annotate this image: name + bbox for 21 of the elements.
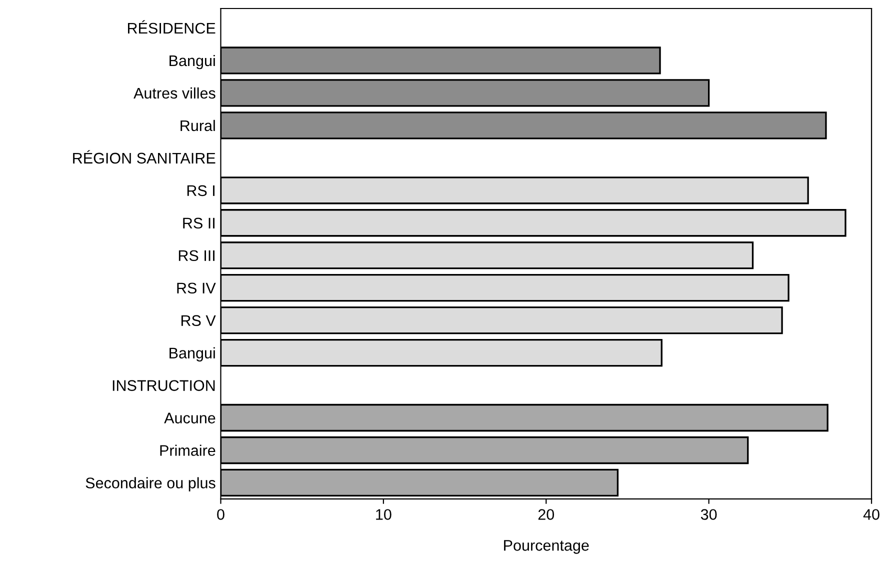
x-axis-title: Pourcentage <box>504 540 589 554</box>
x-tick-label: 0 <box>217 509 224 520</box>
y-tick-label: INSTRUCTION <box>112 380 215 391</box>
y-tick-label: Bangui <box>170 347 215 362</box>
x-tick-label: 10 <box>376 509 392 520</box>
x-tick-label: 40 <box>863 509 880 520</box>
x-tick-label: 30 <box>700 509 717 520</box>
y-tick-label: RÉGION SANITAIRE <box>73 150 216 164</box>
y-tick-label: RÉSIDENCE <box>128 20 216 34</box>
y-tick-label: RS III <box>178 250 214 262</box>
y-tick-label: Bangui <box>170 54 215 70</box>
y-tick-label: Secondaire ou plus <box>86 477 216 492</box>
y-tick-label: RS I <box>187 185 214 196</box>
y-tick-label: RS IV <box>177 282 216 294</box>
y-tick-label: RS V <box>181 315 216 326</box>
y-tick-label: Primaire <box>160 444 216 456</box>
y-tick-label: Autres villes <box>134 87 216 99</box>
y-tick-label: Rural <box>180 120 215 132</box>
y-tick-label: RS II <box>183 218 214 229</box>
y-tick-label: Aucune <box>164 412 216 424</box>
x-tick-label: 20 <box>538 509 554 520</box>
